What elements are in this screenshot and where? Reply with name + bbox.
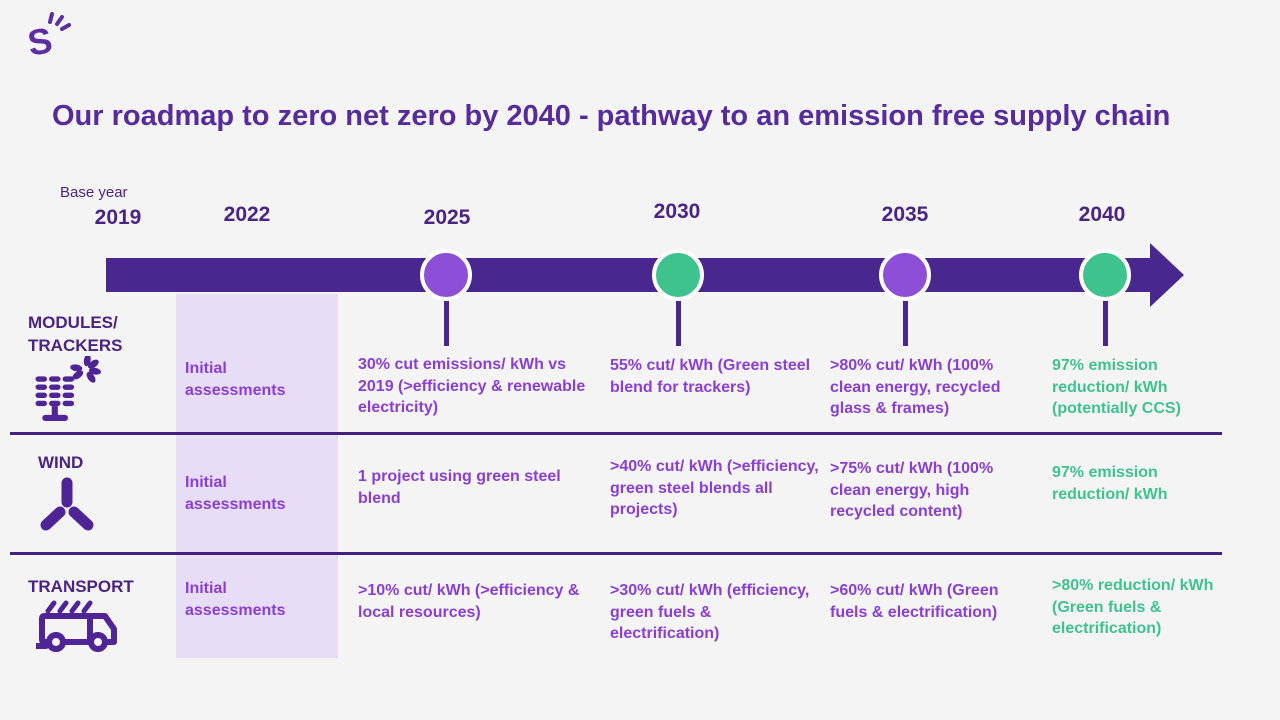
marker-stem-2035 <box>903 300 908 346</box>
year-label-2030: 2030 <box>653 200 701 223</box>
row-label-line: TRANSPORT <box>28 577 134 596</box>
company-logo: S <box>25 10 74 64</box>
cell-transport-2040: >80% reduction/ kWh (Green fuels & elect… <box>1052 577 1214 638</box>
row-label-modules-trackers: MODULES/ TRACKERS <box>28 312 122 358</box>
cell-wind-2035: >75% cut/ kWh (100% clean energy, high r… <box>830 460 994 521</box>
timeline-marker-2035 <box>879 249 931 301</box>
row-label-line: MODULES/ <box>28 313 118 332</box>
cell-wind-2030: >40% cut/ kWh (>efficiency, green steel … <box>610 458 819 519</box>
page-title: Our roadmap to zero net zero by 2040 - p… <box>52 100 1171 132</box>
base-year-label: Base year <box>60 184 128 201</box>
cell-modules-2022-initial: Initial assessments <box>185 360 286 399</box>
marker-stem-2030 <box>676 300 681 346</box>
cell-modules-2035: >80% cut/ kWh (100% clean energy, recycl… <box>830 357 1001 418</box>
row-label-line: TRACKERS <box>28 335 123 355</box>
row-label-line: WIND <box>38 453 84 472</box>
cell-transport-2035: >60% cut/ kWh (Green fuels & electrifica… <box>830 582 999 621</box>
cell-modules-2025: 30% cut emissions/ kWh vs 2019 (>efficie… <box>358 356 586 417</box>
cell-transport-2030: >30% cut/ kWh (efficiency, green fuels &… <box>610 582 810 643</box>
timeline-marker-2025 <box>420 249 472 301</box>
logo-letter: S <box>26 19 55 60</box>
cell-modules-2040: 97% emission reduction/ kWh (potentially… <box>1052 357 1181 418</box>
year-label-2025: 2025 <box>423 206 471 229</box>
cell-transport-2025: >10% cut/ kWh (>efficiency & local resou… <box>358 582 580 621</box>
row-label-wind: WIND <box>38 452 83 475</box>
timeline-bar <box>106 258 1152 292</box>
marker-stem-2025 <box>444 300 449 346</box>
timeline-marker-2040 <box>1079 249 1131 301</box>
cell-wind-2022-initial: Initial assessments <box>185 474 286 513</box>
year-label-2035: 2035 <box>881 203 929 226</box>
timeline-arrowhead-icon <box>1150 243 1184 307</box>
cell-modules-2030: 55% cut/ kWh (Green steel blend for trac… <box>610 357 811 396</box>
marker-stem-2040 <box>1103 300 1108 346</box>
solar-panel-icon <box>35 356 101 421</box>
logo-s-icon: S <box>25 12 71 64</box>
row-divider <box>10 552 1222 555</box>
cell-wind-2040: 97% emission reduction/ kWh <box>1052 464 1168 503</box>
wind-turbine-icon <box>40 477 94 531</box>
row-label-transport: TRANSPORT <box>28 576 134 599</box>
initial-assessments-band <box>176 294 338 658</box>
year-label-2040: 2040 <box>1078 203 1126 226</box>
year-label-2022: 2022 <box>223 203 271 226</box>
year-label-2019: 2019 <box>94 206 142 229</box>
cell-wind-2025: 1 project using green steel blend <box>358 468 561 507</box>
row-divider <box>10 432 1222 435</box>
truck-icon <box>36 600 117 652</box>
timeline-marker-2030 <box>652 249 704 301</box>
cell-transport-2022-initial: Initial assessments <box>185 580 286 619</box>
